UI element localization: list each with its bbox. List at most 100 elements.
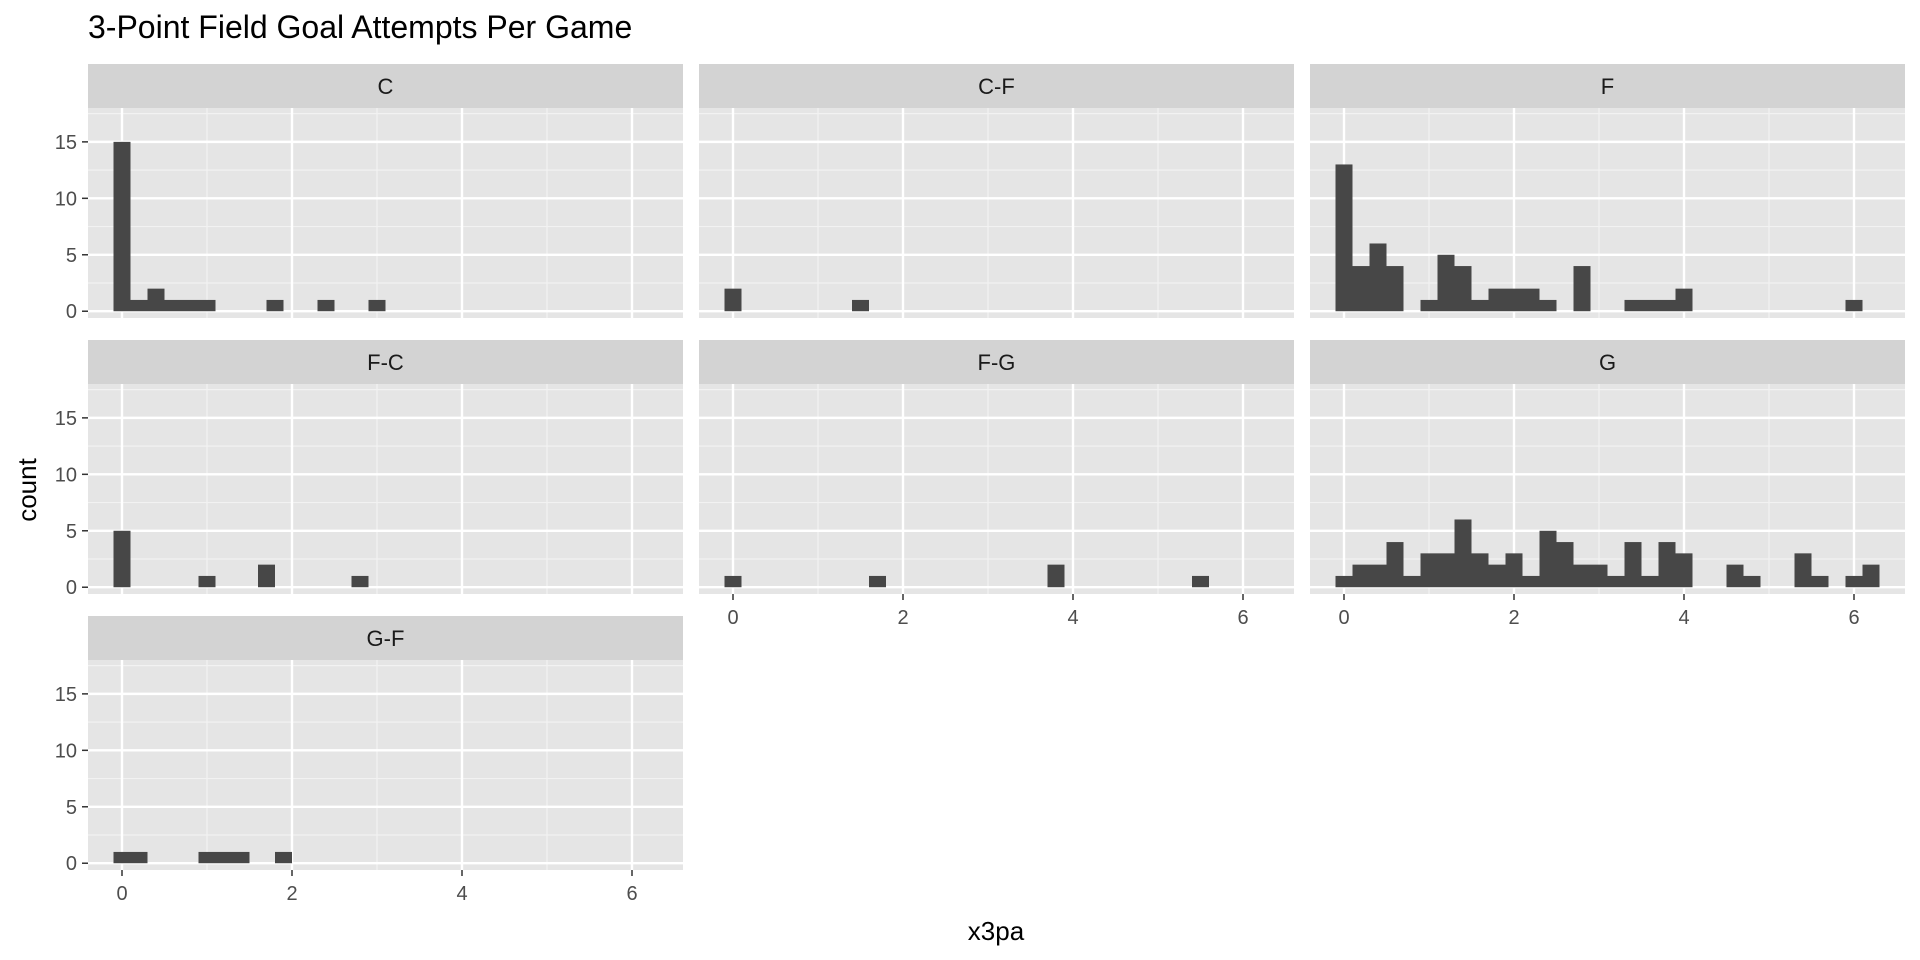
facet-label: F-G — [978, 350, 1016, 375]
histogram-bar — [1369, 564, 1387, 588]
histogram-bar — [198, 299, 216, 312]
histogram-bar — [1420, 299, 1438, 312]
histogram-bar — [351, 575, 369, 588]
histogram-bar — [1845, 575, 1863, 588]
x-tick-label: 4 — [1067, 607, 1078, 629]
histogram-bar — [724, 575, 742, 588]
histogram-bar — [1845, 299, 1863, 312]
histogram-bar — [1743, 575, 1761, 588]
histogram-bar — [1437, 553, 1455, 588]
histogram-bar — [1641, 575, 1659, 588]
facet-strip — [1310, 64, 1905, 108]
x-tick-label: 2 — [1508, 607, 1519, 629]
histogram-bar — [1862, 564, 1880, 588]
histogram-bar — [1811, 575, 1829, 588]
facet-strip — [88, 340, 683, 384]
facet-label: C — [378, 74, 394, 99]
histogram-bar — [1556, 542, 1574, 588]
y-tick-label: 15 — [55, 684, 77, 706]
x-tick-label: 0 — [1338, 607, 1349, 629]
facet-f: F — [1310, 64, 1905, 318]
y-axis-label: count — [12, 457, 42, 521]
histogram-bar — [181, 299, 199, 312]
histogram-bar — [258, 564, 275, 588]
histogram-bar — [1522, 575, 1540, 588]
histogram-bar — [113, 530, 131, 588]
histogram-bar — [1522, 288, 1540, 312]
histogram-bar — [1624, 542, 1642, 588]
histogram-bar — [1454, 266, 1472, 312]
facet-g-f: G-F 0 5 10 15 0 2 4 6 — [55, 616, 683, 905]
histogram-bar — [1658, 299, 1676, 312]
histogram-bar — [1369, 243, 1387, 312]
y-tick-label: 15 — [55, 408, 77, 430]
facet-strip — [88, 64, 683, 108]
facet-c: C 0 5 10 15 — [55, 64, 683, 323]
histogram-bar — [130, 299, 148, 312]
histogram-bar — [130, 851, 148, 864]
facet-c-f: C-F — [699, 64, 1294, 318]
x-tick-label: 6 — [626, 883, 637, 905]
panel-background — [88, 108, 683, 318]
facet-label: C-F — [978, 74, 1015, 99]
facet-strip — [699, 340, 1294, 384]
histogram-bar — [1658, 542, 1676, 588]
histogram-bar — [1437, 254, 1455, 312]
histogram-bar — [1352, 564, 1370, 588]
histogram-bar — [198, 851, 216, 864]
facet-strip — [88, 616, 683, 660]
histogram-bar — [1335, 575, 1353, 588]
histogram-bar — [1471, 553, 1489, 588]
facet-label: F — [1601, 74, 1614, 99]
panel-background — [88, 660, 683, 870]
histogram-bar — [113, 851, 131, 864]
histogram-bar — [1420, 553, 1438, 588]
histogram-bar — [198, 575, 216, 588]
panel-background — [699, 384, 1294, 594]
histogram-bar — [368, 299, 386, 312]
histogram-bar — [724, 288, 742, 312]
y-tick-label: 0 — [66, 853, 77, 875]
histogram-bar — [317, 299, 335, 312]
histogram-bar — [869, 575, 886, 588]
histogram-bar — [1539, 530, 1557, 588]
histogram-bar — [147, 288, 165, 312]
histogram-bar — [1192, 575, 1209, 588]
facet-label: G-F — [367, 626, 405, 651]
histogram-bar — [1403, 575, 1421, 588]
x-tick-label: 6 — [1848, 607, 1859, 629]
facet-g: G 0 2 4 6 — [1310, 340, 1905, 629]
y-tick-label: 5 — [66, 245, 77, 267]
histogram-bar — [232, 851, 250, 864]
histogram-bar — [1539, 299, 1557, 312]
histogram-bar — [215, 851, 233, 864]
histogram-bar — [1454, 519, 1472, 588]
x-tick-label: 2 — [897, 607, 908, 629]
y-tick-label: 5 — [66, 521, 77, 543]
facet-f-c: F-C 0 5 10 15 — [55, 340, 683, 599]
x-tick-label: 4 — [1678, 607, 1689, 629]
histogram-bar — [852, 299, 869, 312]
panel-background — [88, 384, 683, 594]
facet-strip — [699, 64, 1294, 108]
facet-label: F-C — [367, 350, 404, 375]
facet-f-g: F-G 0 2 4 6 — [699, 340, 1294, 629]
x-axis-label: x3pa — [968, 916, 1025, 946]
histogram-bar — [1488, 288, 1506, 312]
x-tick-label: 0 — [727, 607, 738, 629]
facet-strip — [1310, 340, 1905, 384]
histogram-bar — [1471, 299, 1489, 312]
x-tick-label: 4 — [456, 883, 467, 905]
histogram-bar — [1386, 266, 1404, 312]
histogram-bar — [1573, 266, 1591, 312]
y-tick-label: 10 — [55, 740, 77, 762]
x-tick-label: 2 — [286, 883, 297, 905]
histogram-bar — [1386, 542, 1404, 588]
histogram-bar — [1573, 564, 1591, 588]
chart-title: 3-Point Field Goal Attempts Per Game — [88, 9, 632, 45]
histogram-bar — [1590, 564, 1608, 588]
y-tick-label: 5 — [66, 797, 77, 819]
histogram-bar — [1641, 299, 1659, 312]
y-tick-label: 0 — [66, 301, 77, 323]
